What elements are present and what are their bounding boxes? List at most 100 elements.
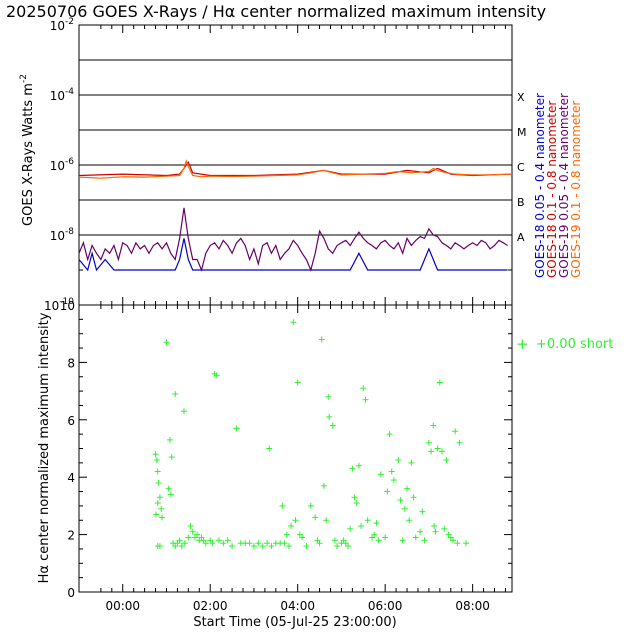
halpha-point xyxy=(185,534,192,541)
halpha-point xyxy=(371,531,378,538)
flare-class-x: X xyxy=(517,91,525,104)
goes-legend-text: GOES-18 0.1 - 0.8 nanometer xyxy=(545,101,559,278)
goes-legend-text: GOES-19 0.1 - 0.8 nanometer xyxy=(569,101,583,278)
halpha-x-tick-label: 00:00 xyxy=(105,599,140,613)
halpha-point xyxy=(156,494,163,501)
halpha-points xyxy=(152,319,470,550)
halpha-point xyxy=(397,497,404,504)
halpha-y-tick-label: 0 xyxy=(67,586,75,600)
halpha-point xyxy=(154,468,161,475)
halpha-point xyxy=(441,525,448,532)
halpha-point xyxy=(382,534,389,541)
halpha-point xyxy=(436,379,443,386)
goes-legend-text: GOES-19 0.05 - 0.4 nanometer xyxy=(557,93,571,278)
flare-class-a: A xyxy=(517,231,525,244)
halpha-x-ticks: 00:00 02:00 04:00 06:00 08:00 xyxy=(100,25,506,613)
goes-legend-text: GOES-18 0.05 - 0.4 nanometer xyxy=(533,93,547,278)
halpha-point xyxy=(220,540,227,547)
halpha-point xyxy=(181,540,188,547)
halpha-point xyxy=(347,525,354,532)
halpha-point xyxy=(154,500,161,507)
goes-series-line-2 xyxy=(78,160,513,177)
halpha-point xyxy=(168,454,175,461)
halpha-point xyxy=(355,462,362,469)
halpha-point xyxy=(255,540,262,547)
goes-y-tick-label: 10-8 xyxy=(50,227,75,243)
halpha-point xyxy=(390,477,397,484)
halpha-x-axis-label: Start Time (05-Jul-25 23:00:00) xyxy=(193,615,396,630)
goes-y-tick-label: 10-4 xyxy=(50,87,75,103)
goes-y-tick-label: 10-2 xyxy=(50,17,74,33)
halpha-point xyxy=(417,528,424,535)
goes-series-line-4 xyxy=(78,159,513,179)
halpha-x-tick-label: 06:00 xyxy=(368,599,403,613)
halpha-y-tick-label: 6 xyxy=(67,414,75,428)
halpha-point xyxy=(294,379,301,386)
halpha-point xyxy=(165,485,172,492)
halpha-point xyxy=(449,537,456,544)
flare-level-lines xyxy=(79,59,512,236)
halpha-point xyxy=(224,537,231,544)
halpha-point xyxy=(412,534,419,541)
goes-legend-entry-3: GOES-19 0.05 - 0.4 nanometer xyxy=(557,93,571,278)
halpha-point xyxy=(360,385,367,392)
goes-y-tick-label: 10-6 xyxy=(50,157,75,173)
halpha-point xyxy=(326,413,333,420)
goes-y-tick-label: 10-10 xyxy=(44,297,74,313)
halpha-point xyxy=(406,517,413,524)
halpha-y-tick-label: 2 xyxy=(67,529,75,543)
flare-class-labels: X M C B A xyxy=(517,91,527,244)
halpha-point xyxy=(290,319,297,326)
halpha-point xyxy=(283,531,290,538)
halpha-point xyxy=(375,537,382,544)
halpha-point xyxy=(399,537,406,544)
halpha-point xyxy=(463,540,470,547)
halpha-point xyxy=(187,522,194,529)
goes-series-line-3 xyxy=(78,207,508,272)
halpha-point xyxy=(434,445,441,452)
halpha-point xyxy=(362,396,369,403)
halpha-point xyxy=(344,543,351,550)
halpha-point xyxy=(176,537,183,544)
halpha-point xyxy=(323,517,330,524)
halpha-point xyxy=(189,528,196,535)
halpha-point xyxy=(353,500,360,507)
halpha-point xyxy=(163,339,170,346)
halpha-point xyxy=(209,540,216,547)
halpha-point xyxy=(268,543,275,550)
halpha-y-tick-label: 4 xyxy=(67,471,75,485)
halpha-point xyxy=(250,543,257,550)
halpha-point xyxy=(166,436,173,443)
halpha-point xyxy=(425,439,432,446)
halpha-point xyxy=(281,540,288,547)
goes-legend-entry-4: GOES-19 0.1 - 0.8 nanometer xyxy=(569,101,583,278)
halpha-point xyxy=(152,451,159,458)
halpha-point xyxy=(456,439,463,446)
halpha-point xyxy=(454,540,461,547)
halpha-point xyxy=(264,540,271,547)
halpha-point xyxy=(395,456,402,463)
halpha-point xyxy=(439,448,446,455)
halpha-point xyxy=(408,459,415,466)
halpha-x-tick-label: 02:00 xyxy=(193,599,228,613)
goes-legend-entry-1: GOES-18 0.05 - 0.4 nanometer xyxy=(533,93,547,278)
halpha-point xyxy=(202,540,209,547)
halpha-point xyxy=(155,479,162,486)
flare-class-b: B xyxy=(517,196,525,209)
halpha-point xyxy=(266,445,273,452)
halpha-point xyxy=(292,517,299,524)
halpha-point xyxy=(384,488,391,495)
halpha-point xyxy=(421,537,428,544)
halpha-point xyxy=(430,422,437,429)
goes-series xyxy=(78,159,513,272)
goes-series-line-1 xyxy=(78,238,508,272)
halpha-point xyxy=(364,517,371,524)
halpha-point xyxy=(431,522,438,529)
halpha-point xyxy=(194,531,201,538)
halpha-point xyxy=(213,372,220,379)
halpha-legend-label: +0.00 short xyxy=(536,337,613,352)
halpha-point xyxy=(299,534,306,541)
halpha-point xyxy=(377,471,384,478)
